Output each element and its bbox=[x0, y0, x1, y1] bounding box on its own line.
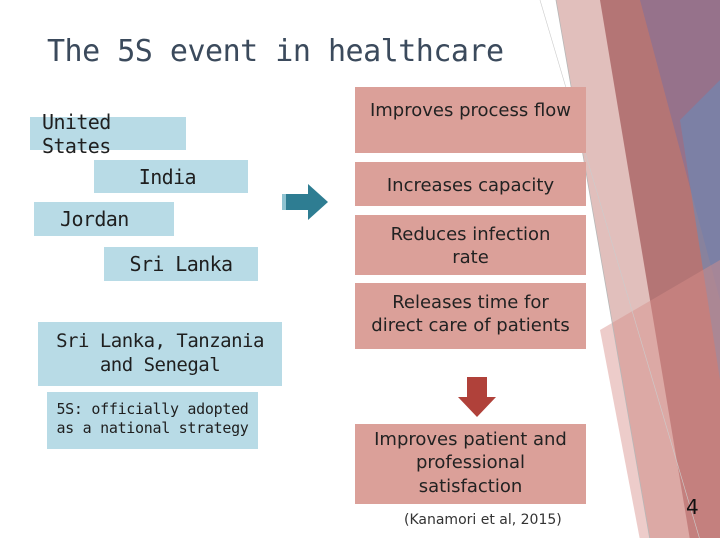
country-multi-line1: Sri Lanka, Tanzania bbox=[56, 330, 264, 352]
outcome-satisfaction-line3: satisfaction bbox=[418, 475, 523, 497]
strategy-line1: 5S: officially adopted bbox=[56, 400, 249, 418]
country-box-sri-lanka: Sri Lanka bbox=[104, 247, 258, 281]
country-box-jordan: Jordan bbox=[34, 202, 174, 236]
page-number: 4 bbox=[686, 495, 699, 519]
outcome-time-line1: Releases time for bbox=[392, 292, 549, 313]
outcome-box-capacity: Increases capacity bbox=[355, 162, 586, 206]
outcome-satisfaction-line2: professional bbox=[415, 452, 526, 474]
country-box-india: India bbox=[94, 160, 248, 193]
country-box-united-states: United States bbox=[30, 110, 186, 158]
outcome-infection-line2: rate bbox=[452, 247, 489, 269]
outcome-time-line2: direct care of patients bbox=[371, 315, 570, 337]
country-box-sri-lanka-tanzania-senegal: Sri Lanka, Tanzania and Senegal bbox=[38, 322, 282, 386]
country-multi-line2: and Senegal bbox=[99, 353, 221, 376]
country-label-jordan: Jordan bbox=[60, 207, 129, 231]
strategy-box: 5S: officially adopted as a national str… bbox=[47, 392, 258, 449]
arrow-down-icon bbox=[458, 377, 496, 417]
outcome-label-process-flow: Improves process flow bbox=[369, 100, 572, 121]
country-label-united-states: United States bbox=[42, 109, 111, 158]
outcome-satisfaction-line1: Improves patient and bbox=[374, 429, 567, 450]
outcome-box-infection: Reduces infection rate bbox=[355, 215, 586, 275]
outcome-label-capacity: Increases capacity bbox=[386, 175, 555, 196]
strategy-line2: as a national strategy bbox=[56, 418, 249, 437]
arrow-right-icon bbox=[282, 184, 328, 220]
outcome-box-process-flow: Improves process flow bbox=[355, 87, 586, 153]
citation: (Kanamori et al, 2015) bbox=[404, 512, 562, 528]
slide-title: The 5S event in healthcare bbox=[47, 34, 504, 69]
outcome-infection-line1: Reduces infection bbox=[390, 224, 551, 245]
country-label-sri-lanka: Sri Lanka bbox=[129, 252, 234, 276]
outcome-box-satisfaction: Improves patient and professional satisf… bbox=[355, 424, 586, 504]
country-label-india: India bbox=[138, 164, 197, 189]
outcome-box-release-time: Releases time for direct care of patient… bbox=[355, 283, 586, 349]
